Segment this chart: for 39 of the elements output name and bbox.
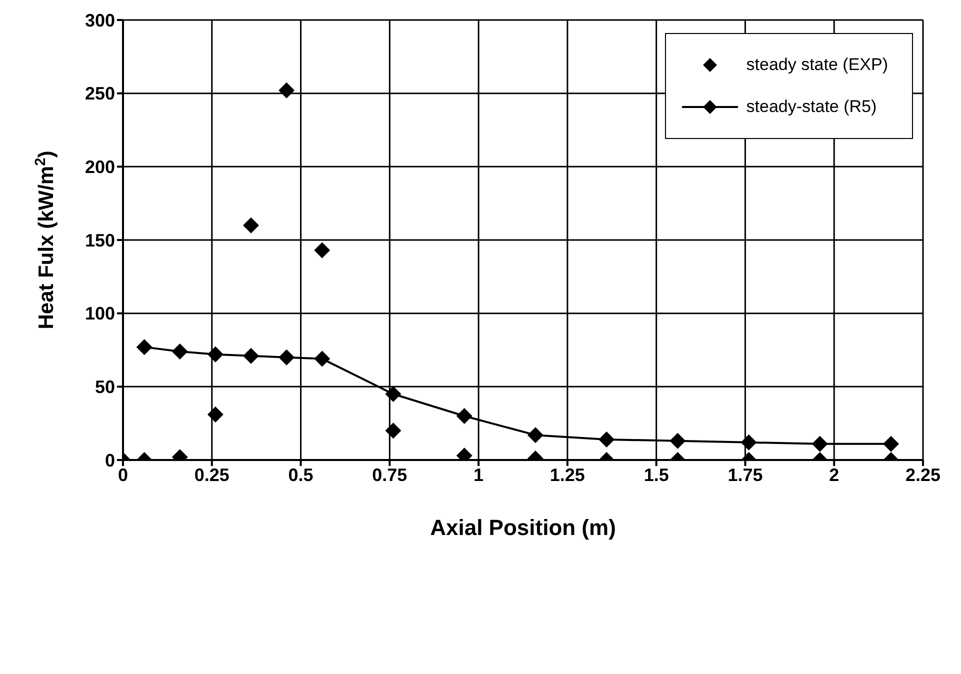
x-tick-label: 0.25 bbox=[194, 464, 230, 485]
point bbox=[207, 346, 224, 362]
y-tick-label: 300 bbox=[84, 10, 115, 30]
point bbox=[385, 386, 402, 402]
y-tick-label: 200 bbox=[84, 157, 115, 178]
x-tick-label: 0 bbox=[118, 464, 128, 485]
x-tick-label: 2 bbox=[829, 464, 840, 485]
point bbox=[207, 406, 224, 423]
point bbox=[172, 343, 188, 360]
x-axis-title: Axial Position (m) bbox=[430, 515, 616, 540]
point bbox=[598, 431, 615, 448]
point bbox=[670, 432, 686, 449]
point bbox=[883, 436, 899, 452]
point bbox=[385, 422, 402, 439]
point bbox=[243, 348, 259, 364]
x-tick-label: 0.5 bbox=[288, 464, 314, 485]
legend-label: steady state (EXP) bbox=[746, 55, 888, 75]
x-tick-label: 1.25 bbox=[550, 464, 585, 485]
x-tick-label: 0.75 bbox=[372, 464, 408, 485]
point bbox=[136, 339, 152, 356]
point bbox=[278, 349, 295, 366]
point bbox=[456, 408, 472, 424]
x-tick-label: 1 bbox=[474, 464, 484, 485]
y-tick-label: 0 bbox=[104, 450, 115, 470]
point bbox=[243, 217, 259, 234]
legend-label: steady-state (R5) bbox=[746, 97, 877, 117]
point bbox=[314, 242, 330, 258]
x-tick-label: 1.5 bbox=[644, 464, 669, 485]
y-tick-label: 50 bbox=[94, 377, 115, 398]
point bbox=[314, 350, 330, 367]
point bbox=[527, 427, 544, 444]
y-tick-label: 100 bbox=[84, 304, 115, 324]
x-tick-label: 2.25 bbox=[905, 464, 941, 485]
point bbox=[812, 436, 828, 452]
point bbox=[740, 434, 757, 450]
point bbox=[278, 82, 295, 98]
x-tick-label: 1.75 bbox=[728, 464, 763, 485]
y-tick-label: 250 bbox=[84, 84, 115, 104]
y-tick-label: 150 bbox=[84, 230, 115, 250]
